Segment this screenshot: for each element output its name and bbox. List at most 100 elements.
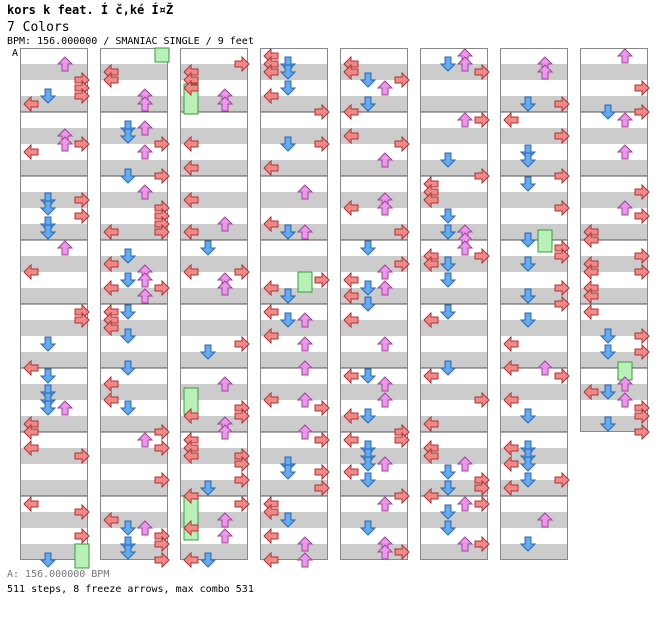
beat-stripe — [500, 224, 568, 240]
right-arrow-icon — [474, 495, 490, 513]
up-arrow-icon — [56, 56, 74, 72]
beat-stripe — [420, 192, 488, 208]
right-arrow-icon — [554, 95, 570, 113]
right-arrow-icon — [634, 247, 650, 265]
beat-stripe — [580, 160, 648, 176]
song-subtitle: 7 Colors — [7, 20, 70, 35]
up-arrow-icon — [376, 544, 394, 560]
right-arrow-icon — [314, 479, 330, 497]
up-arrow-icon — [136, 272, 154, 288]
left-arrow-icon — [23, 95, 39, 113]
beat-stripe — [260, 320, 328, 336]
down-arrow-icon — [39, 336, 57, 352]
beat-stripe — [340, 544, 408, 560]
left-arrow-icon — [183, 191, 199, 209]
beat-stripe — [580, 320, 648, 336]
beat-stripe — [20, 544, 88, 560]
down-arrow-icon — [279, 64, 297, 80]
down-arrow-icon — [39, 368, 57, 384]
up-arrow-icon — [456, 456, 474, 472]
beat-stripe — [100, 448, 168, 464]
footer-stats: 511 steps, 8 freeze arrows, max combo 53… — [7, 584, 254, 595]
right-arrow-icon — [154, 423, 170, 441]
down-arrow-icon — [439, 480, 457, 496]
up-arrow-icon — [376, 80, 394, 96]
beat-stripe — [340, 256, 408, 272]
down-arrow-icon — [599, 384, 617, 400]
right-arrow-icon — [154, 471, 170, 489]
beat-stripe — [340, 512, 408, 528]
down-arrow-icon — [359, 296, 377, 312]
beat-stripe — [500, 160, 568, 176]
up-arrow-icon — [296, 536, 314, 552]
beat-stripe — [20, 480, 88, 496]
beat-stripe — [260, 128, 328, 144]
right-arrow-icon — [154, 223, 170, 241]
down-arrow-icon — [199, 344, 217, 360]
up-arrow-icon — [616, 392, 634, 408]
up-arrow-icon — [216, 376, 234, 392]
down-arrow-icon — [439, 256, 457, 272]
left-arrow-icon — [103, 391, 119, 409]
down-arrow-icon — [199, 240, 217, 256]
right-arrow-icon — [394, 223, 410, 241]
right-arrow-icon — [554, 127, 570, 145]
beat-stripe — [420, 128, 488, 144]
right-arrow-icon — [474, 535, 490, 553]
beat-stripe — [340, 288, 408, 304]
beat-stripe — [20, 512, 88, 528]
right-arrow-icon — [634, 407, 650, 425]
right-arrow-icon — [314, 431, 330, 449]
beat-stripe — [180, 288, 248, 304]
beat-stripe — [100, 224, 168, 240]
right-arrow-icon — [74, 311, 90, 329]
down-arrow-icon — [359, 520, 377, 536]
right-arrow-icon — [634, 327, 650, 345]
beat-stripe — [100, 96, 168, 112]
left-arrow-icon — [423, 487, 439, 505]
right-arrow-icon — [634, 423, 650, 441]
down-arrow-icon — [279, 288, 297, 304]
up-arrow-icon — [296, 552, 314, 568]
down-arrow-icon — [39, 224, 57, 240]
left-arrow-icon — [503, 391, 519, 409]
down-arrow-icon — [119, 520, 137, 536]
left-arrow-icon — [343, 127, 359, 145]
down-arrow-icon — [119, 248, 137, 264]
down-arrow-icon — [439, 152, 457, 168]
left-arrow-icon — [23, 423, 39, 441]
left-arrow-icon — [503, 359, 519, 377]
down-arrow-icon — [39, 552, 57, 568]
down-arrow-icon — [359, 408, 377, 424]
beat-stripe — [20, 64, 88, 80]
left-arrow-icon — [263, 279, 279, 297]
left-arrow-icon — [23, 359, 39, 377]
up-arrow-icon — [216, 512, 234, 528]
beat-stripe — [500, 384, 568, 400]
up-arrow-icon — [616, 112, 634, 128]
up-arrow-icon — [136, 520, 154, 536]
right-arrow-icon — [154, 535, 170, 553]
beat-stripe — [420, 288, 488, 304]
beat-stripe — [260, 384, 328, 400]
arrow-layer — [503, 56, 570, 552]
right-arrow-icon — [554, 247, 570, 265]
right-arrow-icon — [634, 207, 650, 225]
left-arrow-icon — [503, 111, 519, 129]
arrow-layer — [103, 47, 170, 569]
right-arrow-icon — [394, 135, 410, 153]
left-arrow-icon — [343, 199, 359, 217]
beat-stripe — [180, 128, 248, 144]
down-arrow-icon — [199, 480, 217, 496]
down-arrow-icon — [359, 368, 377, 384]
up-arrow-icon — [216, 280, 234, 296]
left-arrow-icon — [263, 503, 279, 521]
beat-stripe — [180, 352, 248, 368]
left-arrow-icon — [583, 303, 599, 321]
left-arrow-icon — [23, 495, 39, 513]
beat-stripe — [260, 544, 328, 560]
beat-stripe — [260, 448, 328, 464]
beat-stripe — [340, 224, 408, 240]
down-arrow-icon — [439, 304, 457, 320]
beat-stripe — [500, 416, 568, 432]
